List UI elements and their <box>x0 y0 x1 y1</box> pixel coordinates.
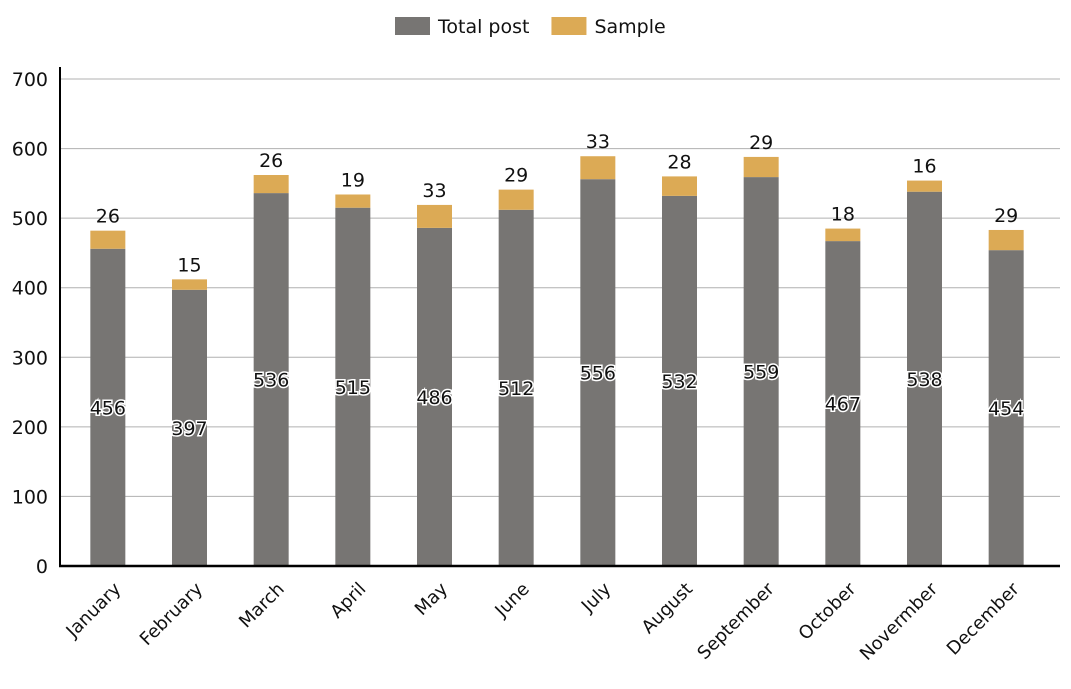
data-label-sample: 29 <box>749 132 773 154</box>
bar-sample <box>498 189 534 210</box>
x-tick-label: December <box>943 578 1024 659</box>
data-label-sample: 33 <box>586 131 610 153</box>
bar-sample <box>580 156 616 180</box>
legend-label: Total post <box>437 16 529 38</box>
data-label-sample: 19 <box>341 169 365 191</box>
bar-total-post <box>335 207 371 566</box>
bar-total-post <box>90 248 126 567</box>
y-tick-label: 0 <box>36 556 48 578</box>
x-tick-label: May <box>411 578 452 619</box>
y-tick-label: 400 <box>12 278 48 300</box>
legend-swatch <box>551 17 587 35</box>
bar-sample <box>417 204 452 228</box>
bar-total-post <box>580 179 616 566</box>
y-tick-label: 200 <box>12 417 48 439</box>
bar-sample <box>662 176 697 196</box>
x-tick-label: Novermber <box>856 578 942 664</box>
legend: Total post Sample <box>395 16 666 38</box>
bar-total-post <box>907 191 942 566</box>
y-tick-label: 600 <box>12 139 48 161</box>
data-label-total-post: 454 <box>988 398 1024 420</box>
x-tick-label: September <box>693 578 779 664</box>
x-tick-label: October <box>795 578 861 644</box>
data-label-sample: 28 <box>667 151 691 173</box>
bar-total-post <box>662 195 697 566</box>
data-label-sample: 26 <box>259 150 283 172</box>
x-tick-label: April <box>326 579 370 623</box>
bar-total-post <box>498 209 534 566</box>
data-label-total-post: 456 <box>90 397 126 419</box>
grid-lines <box>60 78 1060 497</box>
data-label-sample: 29 <box>994 205 1018 227</box>
legend-swatch <box>395 17 430 35</box>
bar-total-post <box>253 193 289 566</box>
y-tick-label: 300 <box>12 347 48 369</box>
x-tick-label: January <box>62 578 126 642</box>
data-label-sample: 26 <box>96 206 120 228</box>
bar-sample <box>90 230 126 249</box>
data-label-total-post: 559 <box>743 362 779 384</box>
bar-sample <box>253 175 289 194</box>
bar-total-post <box>172 289 207 566</box>
x-tick-label: August <box>638 579 697 638</box>
data-label-total-post: 538 <box>906 369 942 391</box>
bar-sample <box>335 194 371 208</box>
bar-sample <box>825 228 861 242</box>
data-label-total-post: 512 <box>498 378 534 400</box>
bar-sample <box>743 156 779 178</box>
x-tick-label: June <box>490 579 533 622</box>
y-tick-label: 500 <box>12 208 48 230</box>
data-label-total-post: 556 <box>580 363 616 385</box>
x-tick-label: July <box>577 578 616 617</box>
bars: 456 26 397 15 536 26 515 19 486 33 512 29 556 33 532 28… <box>88 131 1026 567</box>
data-label-sample: 16 <box>912 156 936 178</box>
data-label-sample: 15 <box>177 254 201 276</box>
legend-label: Sample <box>594 16 665 38</box>
x-axis: January February March April May June July Augu… <box>59 564 1060 665</box>
bar-sample <box>988 229 1024 251</box>
y-axis: 0 100 200 300 400 500 600 700 <box>12 67 61 578</box>
y-tick-label: 100 <box>12 486 48 508</box>
data-label-sample: 33 <box>422 180 446 202</box>
bar-total-post <box>743 177 779 567</box>
bar-sample <box>907 180 942 192</box>
data-label-sample: 18 <box>831 204 855 226</box>
data-label-total-post: 467 <box>825 394 861 416</box>
data-label-total-post: 486 <box>416 387 452 409</box>
bar-sample <box>172 279 207 290</box>
data-label-total-post: 515 <box>335 377 371 399</box>
data-label-total-post: 532 <box>661 371 697 393</box>
bar-total-post <box>988 250 1024 566</box>
y-tick-label: 700 <box>12 69 48 91</box>
bar-total-post <box>417 227 452 566</box>
x-tick-label: February <box>136 578 207 649</box>
data-label-sample: 29 <box>504 165 528 187</box>
data-label-total-post: 397 <box>171 418 207 440</box>
bar-total-post <box>825 241 861 566</box>
x-tick-label: March <box>235 579 289 633</box>
data-label-total-post: 536 <box>253 370 289 392</box>
